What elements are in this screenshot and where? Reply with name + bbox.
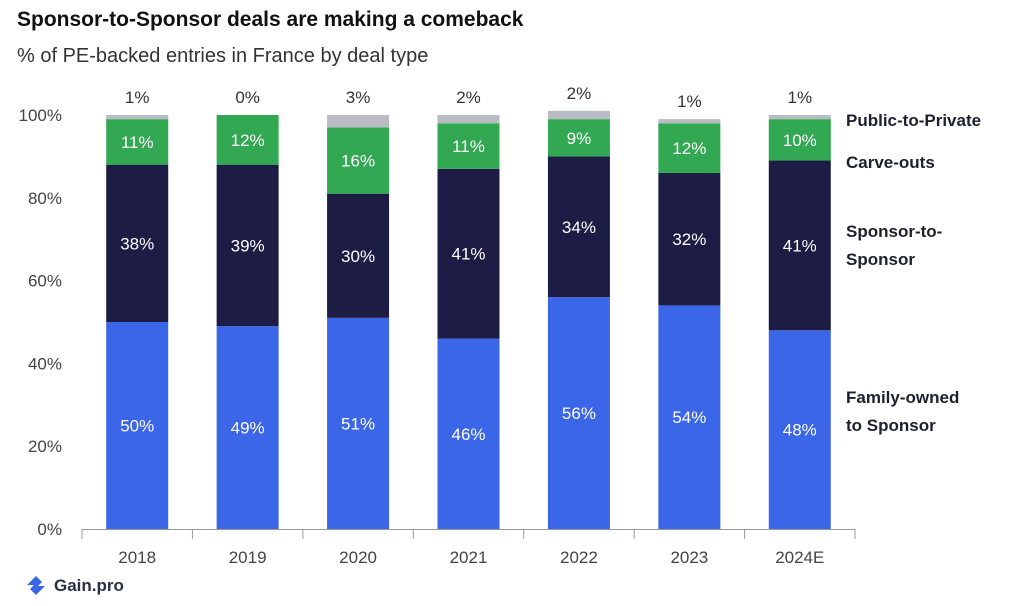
legend-family-owned: Family-owned to Sponsor (846, 384, 959, 440)
data-label: 32% (672, 230, 706, 249)
data-label: 30% (341, 247, 375, 266)
bar-segment (437, 123, 500, 169)
data-label: 1% (677, 92, 702, 111)
chart-subtitle: % of PE-backed entries in France by deal… (17, 45, 429, 67)
data-label: 12% (231, 131, 265, 150)
legend-label-sponsor-to-sponsor-line1: Sponsor-to- (846, 222, 943, 241)
y-tick-label: 40% (28, 354, 62, 373)
legend-label-public-to-private: Public-to-Private (846, 111, 982, 130)
bar-segment (658, 119, 721, 124)
bar-segment (658, 172, 721, 306)
legend-carve-outs: Carve-outs (846, 149, 935, 177)
bar-segment (658, 305, 721, 529)
data-label: 2% (567, 84, 592, 103)
bar-segment (106, 322, 169, 529)
data-label: 11% (121, 133, 154, 152)
x-tick-label: 2018 (118, 548, 156, 567)
legend-label-family-owned-line1: Family-owned (846, 388, 960, 407)
data-label: 54% (672, 408, 706, 427)
bar-segment (437, 168, 500, 339)
data-label: 9% (567, 129, 592, 148)
bar-segment (106, 119, 169, 165)
data-label: 51% (341, 414, 375, 433)
bar-segment (768, 330, 831, 529)
data-label: 41% (451, 245, 485, 264)
data-label: 46% (451, 425, 485, 444)
data-label: 11% (452, 137, 485, 156)
bar-segment (547, 110, 610, 120)
data-label: 16% (341, 152, 375, 171)
bar-segment (216, 115, 279, 165)
data-label: 34% (562, 218, 596, 237)
bar-segment (658, 123, 721, 173)
data-label: 49% (231, 419, 265, 438)
legend-label-family-owned-line2: to Sponsor (846, 416, 936, 435)
y-tick-label: 100% (19, 106, 62, 125)
x-tick-label: 2024E (775, 548, 824, 567)
data-label: 39% (231, 236, 265, 255)
y-tick-label: 60% (28, 272, 62, 291)
bar-segment (327, 317, 390, 529)
x-tick-label: 2022 (560, 548, 598, 567)
data-label: 12% (672, 139, 706, 158)
x-tick-label: 2020 (339, 548, 377, 567)
legend-label-carve-outs: Carve-outs (846, 153, 935, 172)
bar-segment (768, 115, 831, 120)
bar-segment (547, 156, 610, 298)
bar-segment (547, 119, 610, 157)
x-tick-label: 2023 (670, 548, 708, 567)
bar-segment (106, 115, 169, 120)
brand-logo: Gain.pro (24, 574, 124, 598)
data-label: 1% (125, 88, 150, 107)
data-label: 56% (562, 404, 596, 423)
data-label: 1% (787, 88, 812, 107)
data-label: 41% (783, 236, 817, 255)
bar-segment (437, 338, 500, 529)
bar-segment (768, 119, 831, 161)
data-label: 3% (346, 88, 371, 107)
legend-label-sponsor-to-sponsor-line2: Sponsor (846, 250, 915, 269)
y-tick-label: 0% (37, 520, 62, 539)
data-label: 10% (783, 131, 817, 150)
y-tick-label: 20% (28, 437, 62, 456)
bar-segment (437, 115, 500, 124)
bar-segment (547, 297, 610, 529)
data-label: 0% (235, 88, 260, 107)
data-label: 48% (783, 421, 817, 440)
data-label: 2% (456, 88, 481, 107)
bar-segment (216, 164, 279, 327)
brand-name: Gain.pro (54, 576, 124, 595)
bar-segment (768, 160, 831, 331)
legend-public-to-private: Public-to-Private (846, 107, 981, 135)
data-label: 50% (120, 417, 154, 436)
bar-segment (327, 127, 390, 194)
x-tick-label: 2021 (450, 548, 488, 567)
y-tick-label: 80% (28, 189, 62, 208)
bar-segment (327, 193, 390, 318)
bar-segment (327, 115, 390, 128)
legend-sponsor-to-sponsor: Sponsor-to- Sponsor (846, 218, 942, 274)
x-tick-label: 2019 (229, 548, 267, 567)
data-label: 38% (120, 234, 154, 253)
bar-segment (216, 326, 279, 529)
bar-segment (106, 164, 169, 322)
chart-title: Sponsor-to-Sponsor deals are making a co… (17, 8, 524, 31)
gain-logo-icon (27, 576, 45, 595)
